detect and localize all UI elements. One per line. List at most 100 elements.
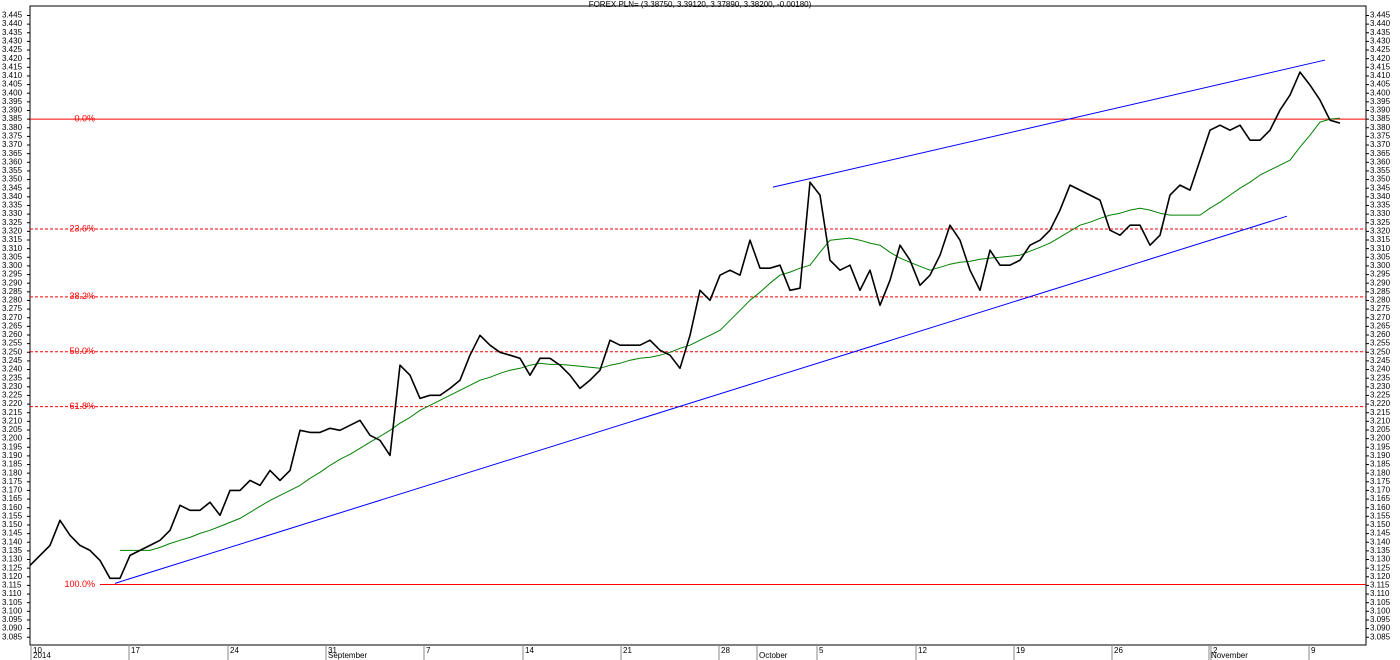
y-tick-label: 3.345 xyxy=(1370,183,1391,192)
x-tick-label: 10 xyxy=(33,646,42,655)
y-tick-label: 3.270 xyxy=(1370,313,1391,322)
x-tick-label: 17 xyxy=(131,646,140,655)
y-tick-label: 3.135 xyxy=(2,546,23,555)
y-tick-label: 3.255 xyxy=(1370,339,1391,348)
y-tick-label: 3.085 xyxy=(1370,632,1391,641)
y-tick-label: 3.315 xyxy=(1370,235,1391,244)
y-tick-label: 3.205 xyxy=(1370,425,1391,434)
y-tick-label: 3.295 xyxy=(1370,270,1391,279)
chart-title: FOREX PLN= (3.38750, 3.39120, 3.37890, 3… xyxy=(589,0,812,9)
plot-frame xyxy=(29,5,1367,646)
y-tick-label: 3.325 xyxy=(2,218,23,227)
y-tick-label: 3.105 xyxy=(2,598,23,607)
y-tick-label: 3.090 xyxy=(2,624,23,633)
y-tick-label: 3.280 xyxy=(2,296,23,305)
x-tick-label: 9 xyxy=(1311,646,1316,655)
y-tick-label: 3.215 xyxy=(2,408,23,417)
trend-line xyxy=(114,215,1288,584)
y-tick-label: 3.385 xyxy=(1370,114,1391,123)
y-tick-label: 3.185 xyxy=(2,460,23,469)
y-tick-label: 3.310 xyxy=(1370,244,1391,253)
y-tick-label: 3.320 xyxy=(2,226,23,235)
y-tick-label: 3.415 xyxy=(2,62,23,71)
y-tick-label: 3.370 xyxy=(2,140,23,149)
y-tick-label: 3.320 xyxy=(1370,226,1391,235)
y-tick-label: 3.165 xyxy=(1370,494,1391,503)
month-label: September xyxy=(328,651,367,660)
y-tick-label: 3.095 xyxy=(1370,615,1391,624)
y-tick-label: 3.095 xyxy=(2,615,23,624)
y-tick-label: 3.410 xyxy=(2,71,23,80)
y-tick-label: 3.250 xyxy=(1370,347,1391,356)
y-tick-label: 3.140 xyxy=(2,537,23,546)
x-tick-label: 31 xyxy=(328,646,337,655)
y-tick-label: 3.100 xyxy=(2,606,23,615)
y-tick-label: 3.440 xyxy=(1370,19,1391,28)
y-tick-label: 3.350 xyxy=(1370,175,1391,184)
price-line xyxy=(29,71,1341,580)
y-tick-label: 3.145 xyxy=(1370,529,1391,538)
y-tick-label: 3.200 xyxy=(1370,434,1391,443)
x-tick-label: 26 xyxy=(1114,646,1123,655)
y-tick-label: 3.110 xyxy=(2,589,22,598)
y-tick-label: 3.275 xyxy=(2,304,23,313)
y-tick-label: 3.385 xyxy=(2,114,23,123)
y-tick-label: 3.115 xyxy=(2,581,22,590)
y-tick-label: 3.345 xyxy=(2,183,23,192)
y-tick-label: 3.440 xyxy=(2,19,23,28)
y-tick-label: 3.195 xyxy=(1370,442,1391,451)
y-tick-label: 3.115 xyxy=(1370,581,1390,590)
y-tick-label: 3.090 xyxy=(1370,624,1391,633)
y-tick-label: 3.140 xyxy=(1370,537,1391,546)
y-tick-label: 3.325 xyxy=(1370,218,1391,227)
y-tick-label: 3.285 xyxy=(2,287,23,296)
y-tick-label: 3.195 xyxy=(2,442,23,451)
fib-label: 50.0% xyxy=(69,346,95,356)
y-tick-label: 3.435 xyxy=(2,28,23,37)
y-tick-label: 3.240 xyxy=(1370,365,1391,374)
y-tick-label: 3.170 xyxy=(2,486,23,495)
y-tick-label: 3.190 xyxy=(1370,451,1391,460)
y-tick-label: 3.360 xyxy=(2,157,23,166)
y-tick-label: 3.435 xyxy=(1370,28,1391,37)
y-tick-label: 3.355 xyxy=(2,166,23,175)
y-tick-label: 3.290 xyxy=(1370,278,1391,287)
y-tick-label: 3.330 xyxy=(2,209,23,218)
y-tick-label: 3.335 xyxy=(1370,201,1391,210)
x-tick-label: 21 xyxy=(623,646,632,655)
y-tick-label: 3.135 xyxy=(1370,546,1391,555)
y-tick-label: 3.420 xyxy=(1370,54,1391,63)
y-tick-label: 3.250 xyxy=(2,347,23,356)
y-tick-label: 3.175 xyxy=(2,477,23,486)
x-tick-label: 5 xyxy=(819,646,824,655)
y-tick-label: 3.155 xyxy=(2,511,23,520)
fib-label: 0.0% xyxy=(74,113,95,123)
y-tick-label: 3.360 xyxy=(1370,157,1391,166)
y-tick-label: 3.225 xyxy=(2,391,23,400)
y-tick-label: 3.125 xyxy=(2,563,23,572)
y-tick-label: 3.205 xyxy=(2,425,23,434)
month-label: October xyxy=(759,651,788,660)
y-tick-label: 3.270 xyxy=(2,313,23,322)
fib-label: 38.2% xyxy=(69,291,95,301)
y-tick-label: 3.370 xyxy=(1370,140,1391,149)
y-tick-label: 3.405 xyxy=(2,80,23,89)
y-tick-label: 3.285 xyxy=(1370,287,1391,296)
y-tick-label: 3.375 xyxy=(1370,131,1391,140)
y-tick-label: 3.380 xyxy=(1370,123,1391,132)
y-tick-label: 3.160 xyxy=(1370,503,1391,512)
y-tick-label: 3.350 xyxy=(2,175,23,184)
y-tick-label: 3.445 xyxy=(2,11,23,20)
y-tick-label: 3.180 xyxy=(2,468,23,477)
y-tick-label: 3.300 xyxy=(2,261,23,270)
y-tick-label: 3.415 xyxy=(1370,62,1391,71)
y-tick-label: 3.230 xyxy=(1370,382,1391,391)
y-tick-label: 3.235 xyxy=(1370,373,1391,382)
y-tick-label: 3.365 xyxy=(2,149,23,158)
y-tick-label: 3.170 xyxy=(1370,486,1391,495)
y-tick-label: 3.145 xyxy=(2,529,23,538)
x-tick-label: 28 xyxy=(721,646,730,655)
y-tick-label: 3.175 xyxy=(1370,477,1391,486)
y-tick-label: 3.340 xyxy=(1370,192,1391,201)
